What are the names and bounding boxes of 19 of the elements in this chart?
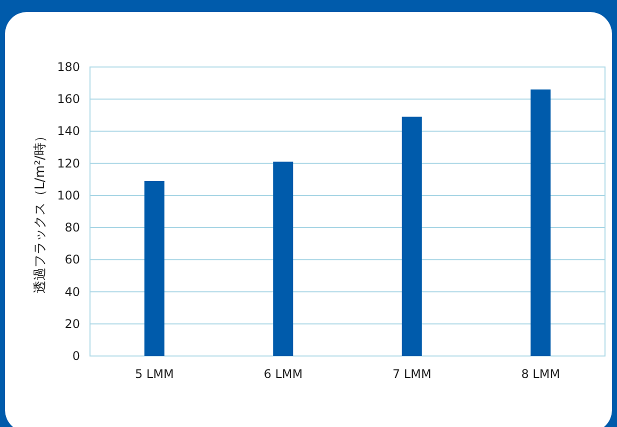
y-tick-label: 40 xyxy=(64,284,80,299)
x-tick-label: 5 LMM xyxy=(134,367,174,381)
y-tick-label: 180 xyxy=(57,60,80,74)
bar xyxy=(144,180,164,356)
y-tick-label: 100 xyxy=(57,188,80,202)
bar xyxy=(530,89,551,356)
y-tick-label: 80 xyxy=(64,220,80,235)
x-tick-label: 7 LMM xyxy=(392,367,432,381)
x-tick-label: 8 LMM xyxy=(521,367,560,381)
y-tick-label: 140 xyxy=(57,124,80,138)
y-tick-label: 20 xyxy=(64,316,80,331)
y-tick-label: 120 xyxy=(57,156,80,170)
y-axis-title: 透過フラックス（L/m²/時） xyxy=(33,130,48,294)
y-tick-label: 0 xyxy=(72,349,80,363)
y-tick-label: 60 xyxy=(64,252,80,267)
x-tick-label: 6 LMM xyxy=(264,367,303,381)
bar xyxy=(273,162,294,356)
y-tick-label: 160 xyxy=(57,92,80,106)
bar xyxy=(402,116,422,356)
